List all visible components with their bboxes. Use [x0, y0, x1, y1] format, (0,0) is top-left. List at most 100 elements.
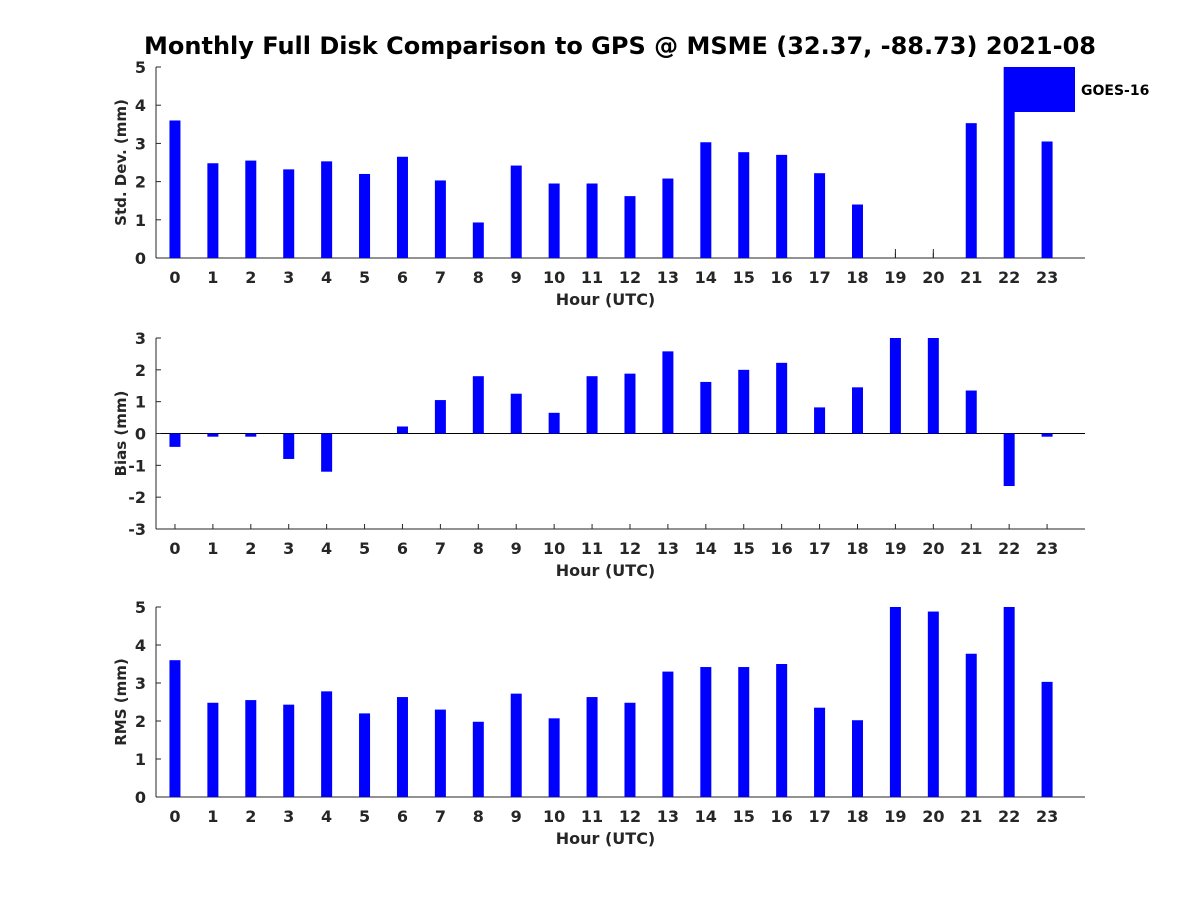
bar-hour-19 [889, 338, 901, 434]
y-tick-label: -2 [128, 488, 146, 507]
x-tick-label: 20 [922, 268, 944, 287]
bar-hour-22 [1003, 67, 1015, 258]
x-tick-label: 11 [581, 807, 603, 826]
y-tick-label: 1 [135, 393, 146, 412]
bar-hour-14 [700, 381, 712, 434]
bar-hour-5 [359, 713, 371, 797]
bar-hour-23 [1041, 433, 1053, 437]
x-tick-label: 7 [435, 268, 446, 287]
bar-hour-20 [927, 611, 939, 797]
bar-hour-17 [814, 173, 826, 258]
x-tick-label: 0 [169, 268, 180, 287]
x-tick-label: 13 [657, 268, 679, 287]
x-tick-label: 22 [998, 539, 1020, 558]
y-tick-label: 2 [135, 712, 146, 731]
x-tick-label: 23 [1036, 539, 1058, 558]
x-tick-label: 9 [511, 268, 522, 287]
x-tick-label: 21 [960, 539, 982, 558]
bar-hour-7 [434, 400, 446, 434]
bar-hour-10 [548, 183, 560, 258]
x-tick-label: 19 [884, 807, 906, 826]
bar-hour-21 [965, 390, 977, 434]
bar-hour-3 [283, 169, 295, 258]
bar-hour-14 [700, 667, 712, 797]
x-tick-label: 3 [283, 268, 294, 287]
x-tick-label: 4 [321, 539, 332, 558]
bar-hour-10 [548, 412, 560, 434]
y-tick-label: 3 [135, 674, 146, 693]
x-tick-label: 23 [1036, 268, 1058, 287]
x-tick-label: 15 [733, 539, 755, 558]
bar-hour-0 [169, 120, 181, 258]
x-tick-label: 18 [846, 539, 868, 558]
x-tick-label: 17 [808, 539, 830, 558]
x-tick-label: 16 [771, 807, 793, 826]
x-tick-label: 2 [245, 539, 256, 558]
x-tick-label: 12 [619, 539, 641, 558]
x-tick-label: 1 [207, 807, 218, 826]
y-tick-label: 1 [135, 211, 146, 230]
x-axis-label: Hour (UTC) [556, 561, 656, 580]
bar-hour-19 [889, 607, 901, 797]
x-tick-label: 2 [245, 268, 256, 287]
x-tick-label: 6 [397, 539, 408, 558]
y-tick-label: 0 [135, 249, 146, 268]
x-tick-label: 7 [435, 539, 446, 558]
x-tick-label: 2 [245, 807, 256, 826]
bar-hour-13 [662, 178, 674, 258]
x-tick-label: 18 [846, 807, 868, 826]
y-tick-label: 3 [135, 134, 146, 153]
bar-hour-0 [169, 660, 181, 797]
bar-hour-13 [662, 671, 674, 797]
bar-hour-10 [548, 718, 560, 797]
x-tick-label: 10 [543, 268, 565, 287]
bar-hour-12 [624, 702, 636, 797]
x-tick-label: 3 [283, 539, 294, 558]
x-tick-label: 14 [695, 268, 717, 287]
bar-hour-22 [1003, 433, 1015, 487]
bar-hour-12 [624, 373, 636, 434]
bar-hour-16 [776, 154, 788, 258]
y-tick-label: 2 [135, 173, 146, 192]
x-tick-label: 14 [695, 807, 717, 826]
bar-hour-16 [776, 362, 788, 434]
bar-hour-7 [434, 709, 446, 797]
y-tick-label: 0 [135, 425, 146, 444]
chart-title: Monthly Full Disk Comparison to GPS @ MS… [144, 32, 1096, 60]
y-tick-label: 5 [135, 58, 146, 77]
x-tick-label: 19 [884, 268, 906, 287]
x-tick-label: 17 [808, 807, 830, 826]
y-tick-label: 0 [135, 788, 146, 807]
x-tick-label: 8 [473, 539, 484, 558]
bar-hour-12 [624, 196, 636, 258]
bar-hour-18 [851, 204, 863, 258]
x-tick-label: 9 [511, 539, 522, 558]
y-tick-label: 2 [135, 361, 146, 380]
x-tick-label: 10 [543, 539, 565, 558]
bar-hour-11 [586, 376, 598, 434]
y-tick-label: -3 [128, 520, 146, 539]
bar-hour-2 [245, 700, 257, 797]
bar-hour-6 [396, 156, 408, 258]
x-tick-label: 19 [884, 539, 906, 558]
bar-hour-18 [851, 387, 863, 434]
x-tick-label: 15 [733, 807, 755, 826]
bar-hour-15 [738, 152, 750, 258]
x-tick-label: 23 [1036, 807, 1058, 826]
legend-label: GOES-16 [1081, 83, 1149, 99]
x-tick-label: 12 [619, 268, 641, 287]
y-tick-label: 4 [135, 636, 146, 655]
x-tick-label: 5 [359, 268, 370, 287]
x-tick-label: 0 [169, 539, 180, 558]
bar-hour-1 [207, 163, 219, 258]
y-tick-label: 5 [135, 598, 146, 617]
bar-hour-15 [738, 667, 750, 797]
bar-hour-2 [245, 433, 257, 437]
bar-hour-4 [321, 161, 333, 258]
y-tick-label: 4 [135, 96, 146, 115]
bar-hour-14 [700, 142, 712, 258]
x-tick-label: 20 [922, 807, 944, 826]
